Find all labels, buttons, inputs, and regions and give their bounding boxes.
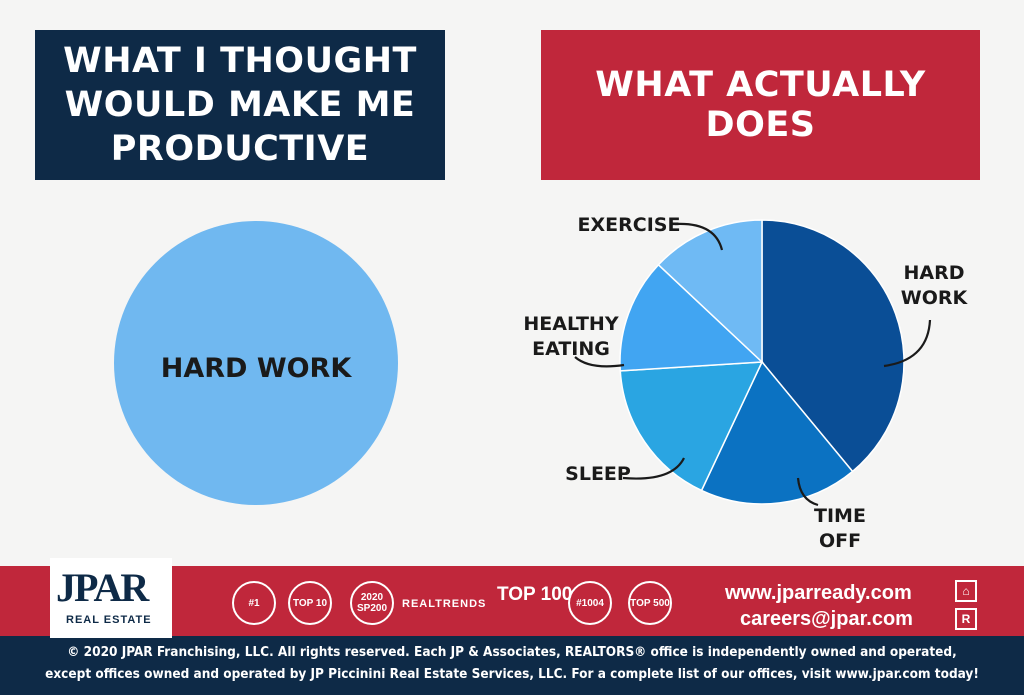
pie-label-exercise: EXERCISE [578,214,681,236]
equal-housing-icon: ⌂ [955,580,977,602]
award-badge-7: TOP 500 [628,581,672,625]
pie-slice-hard-work [761,219,905,473]
website-link[interactable]: www.jparready.com [725,582,912,604]
pie-slice-exercise [657,219,763,364]
email-link[interactable]: careers@jpar.com [740,608,913,630]
left-chart-title: WHAT I THOUGHT WOULD MAKE ME PRODUCTIVE [35,30,445,180]
award-badge-1: #1 [232,581,276,625]
realtor-icon: R [955,608,977,630]
pie-slice-sleep [619,361,764,492]
award-badge-3: 2020 SP200 [350,581,394,625]
right-chart-title: WHAT ACTUALLY DOES [541,30,980,180]
pie-slice-time-off [700,360,854,505]
legal-text-line-1: © 2020 JPAR Franchising, LLC. All rights… [67,644,957,660]
legal-text-line-2: except offices owned and operated by JP … [45,666,979,682]
pie-label-hard-work-left: HARD WORK [161,353,353,384]
leader-line-time-off [796,477,819,507]
leader-line-hard-work [883,319,932,368]
award-badge-2: TOP 10 [288,581,332,625]
footer-navy-band [0,636,1024,695]
award-badge-5: TOP 100 [497,584,573,605]
pie-label-time-off: TIME OFF [814,505,866,552]
award-badge-4: REALTRENDS [402,598,487,610]
jpar-logo-text: JPAR [56,565,149,610]
award-badge-6: #1004 [568,581,612,625]
leader-line-sleep [622,457,685,480]
pie-slice-hard-work-left [114,221,398,505]
jpar-logo[interactable]: JPAR REAL ESTATE [50,558,172,638]
pie-label-hard-work: HARD WORK [901,262,969,309]
leader-line-exercise [674,222,724,251]
jpar-logo-subtitle: REAL ESTATE [66,614,152,626]
pie-label-sleep: SLEEP [565,463,631,485]
pie-label-healthy-eating: HEALTHY EATING [523,313,618,360]
leader-line-healthy-eating [574,356,625,368]
